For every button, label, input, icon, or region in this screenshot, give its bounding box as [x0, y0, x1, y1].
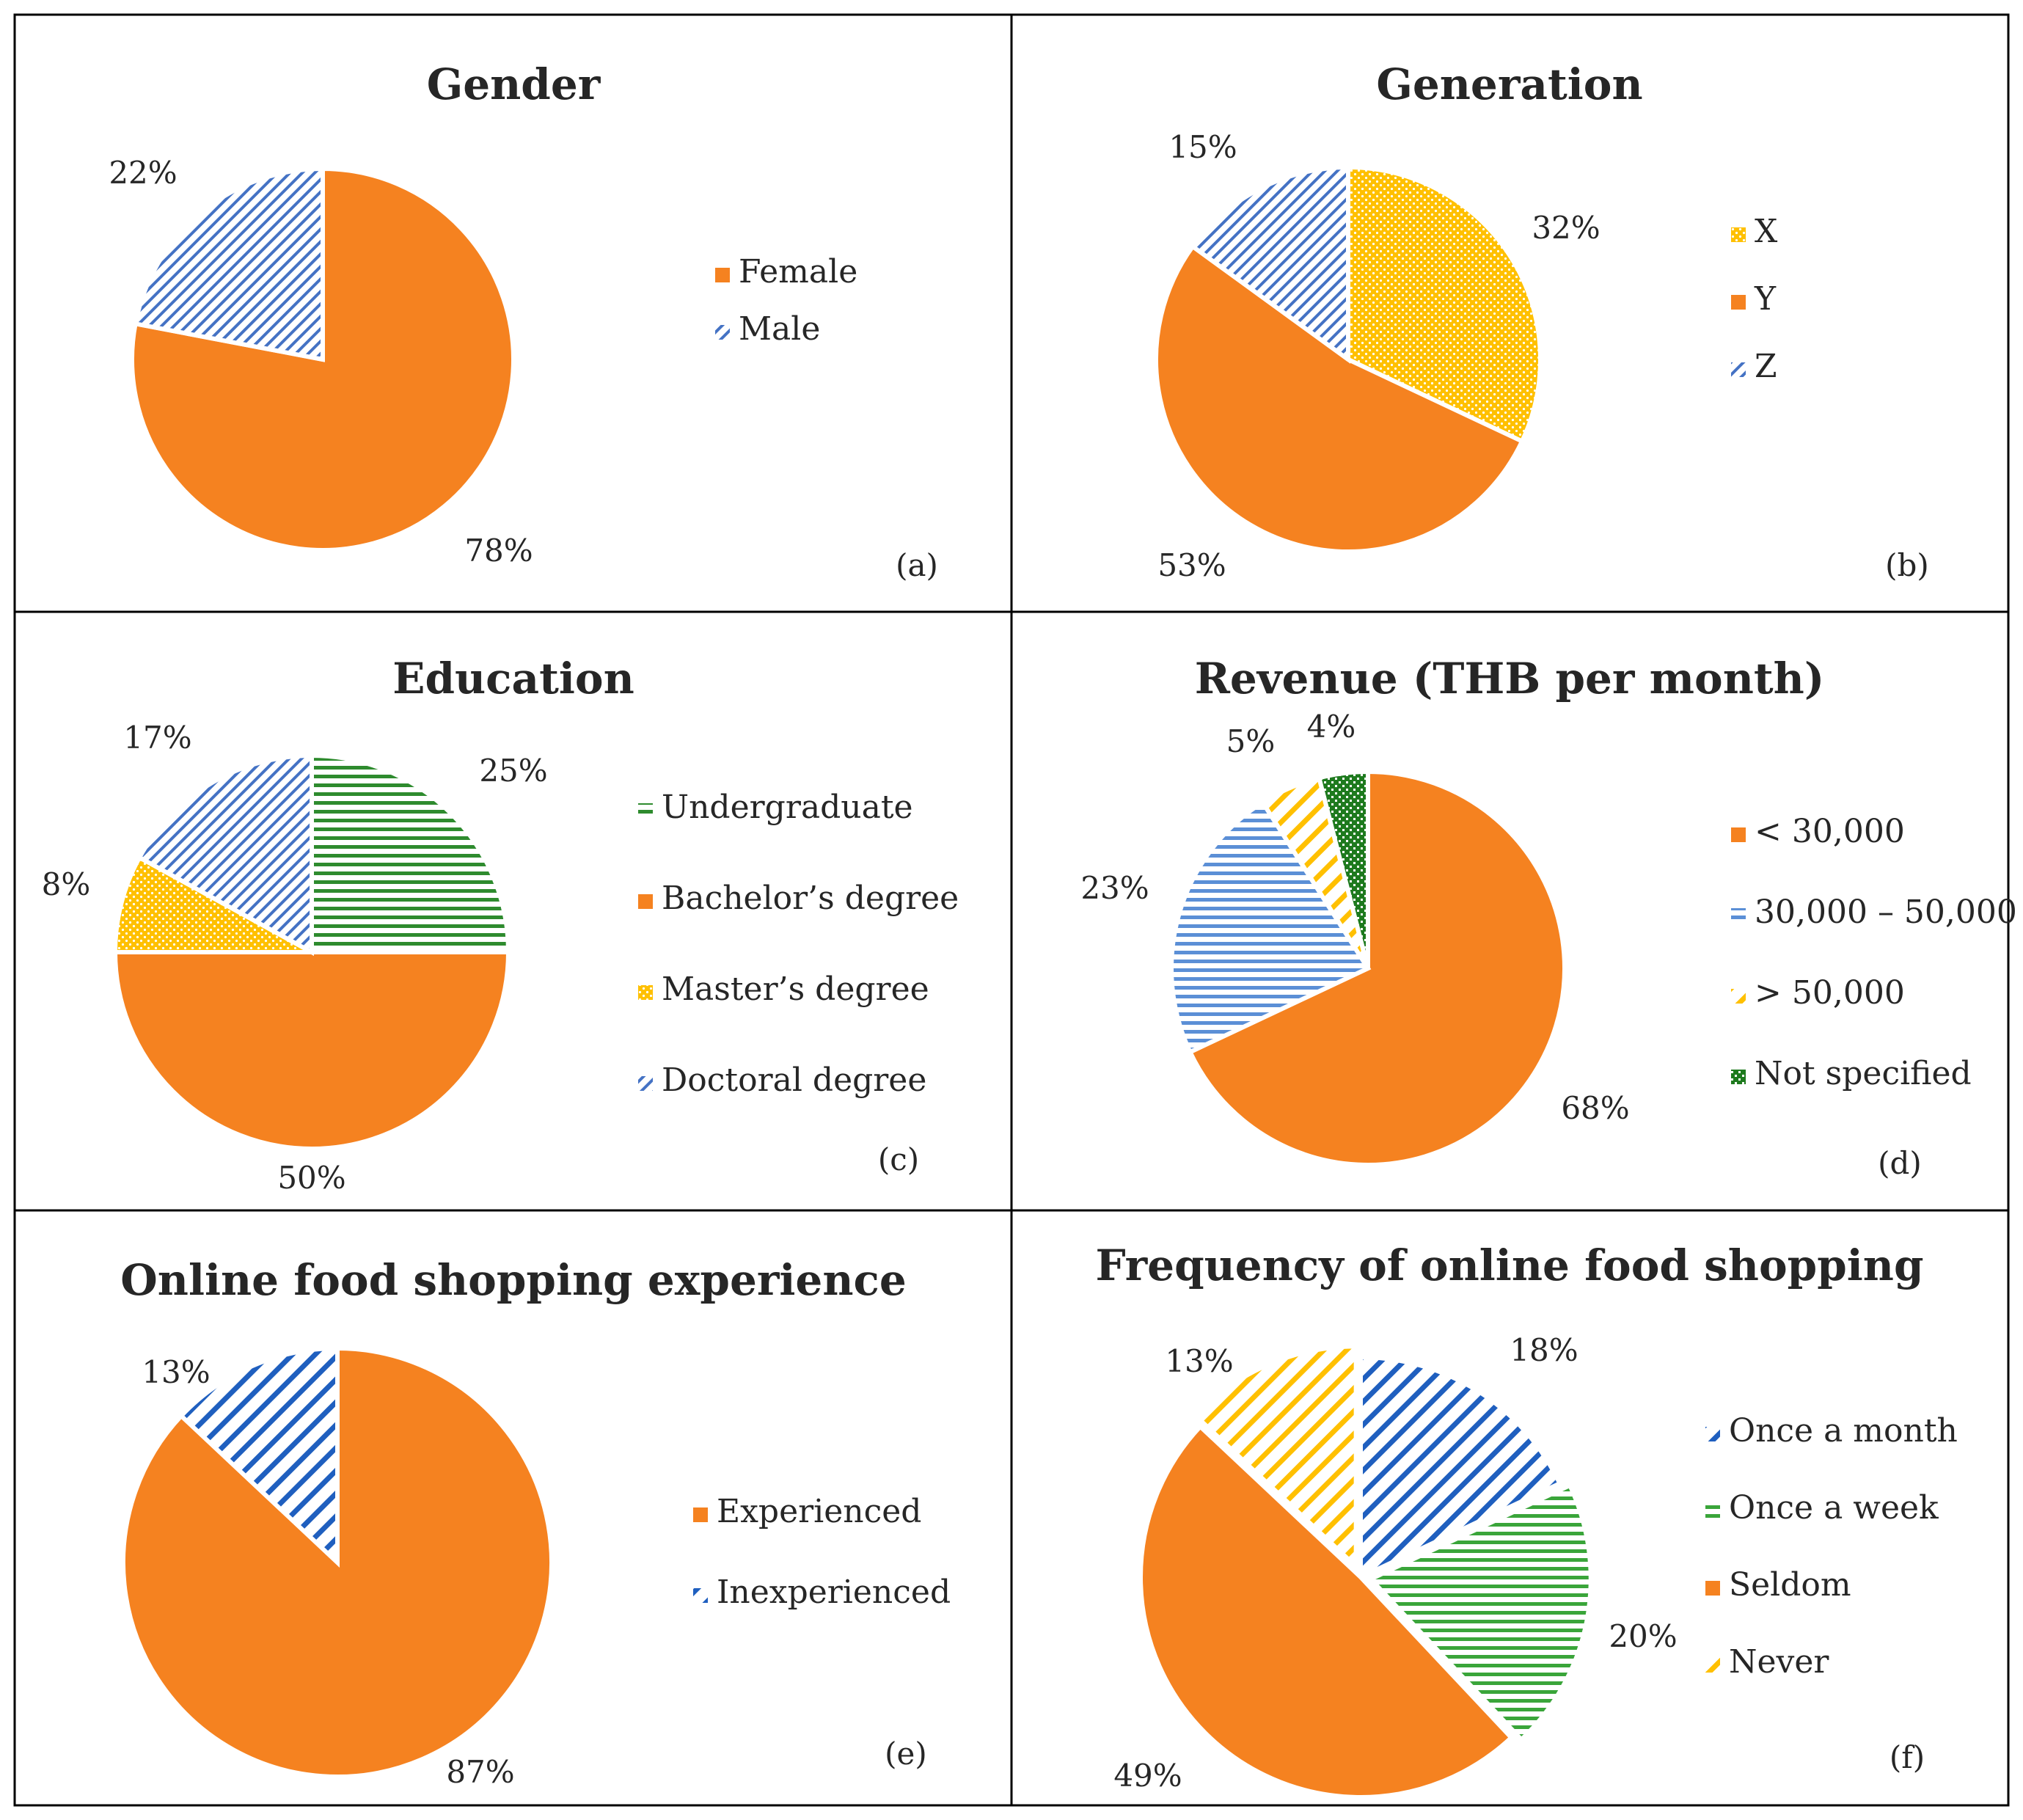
slice-percent-label: 78% — [464, 533, 533, 569]
slice-percent-label: 13% — [1165, 1343, 1233, 1379]
legend-entry: Inexperienced — [717, 1574, 951, 1611]
pie-slice — [1346, 164, 1543, 445]
legend-swatch — [715, 325, 730, 340]
panel-tag: (b) — [1885, 547, 1929, 583]
chart-title: Frequency of online food shopping — [1095, 1240, 1923, 1290]
panel-tag: (c) — [878, 1141, 919, 1177]
legend-swatch — [638, 1076, 653, 1091]
pie-slice — [112, 950, 511, 1151]
slice-percent-label: 23% — [1080, 870, 1149, 906]
legend-entry: Male — [739, 310, 820, 348]
legend-swatch — [1705, 1658, 1720, 1673]
legend-swatch — [693, 1507, 708, 1522]
slice-percent-label: 50% — [277, 1160, 345, 1196]
pie-slice — [1316, 769, 1370, 969]
slice-percent-label: 32% — [1532, 210, 1600, 246]
slice-percent-label: 49% — [1113, 1758, 1182, 1794]
pie-slice — [1189, 164, 1350, 364]
pie-slice — [1187, 769, 1567, 1167]
legend-entry: Once a month — [1729, 1412, 1958, 1450]
slice-percent-label: 22% — [109, 155, 177, 191]
legend-entry: Once a week — [1729, 1489, 1939, 1527]
chart-title: Gender — [427, 59, 601, 109]
legend-swatch — [1705, 1581, 1720, 1596]
pie-slice — [1367, 1482, 1593, 1743]
legend-entry: Master’s degree — [662, 971, 929, 1008]
legend-swatch — [693, 1588, 708, 1603]
legend-swatch — [1731, 295, 1746, 310]
panel-tag: (e) — [885, 1736, 927, 1772]
slice-percent-label: 5% — [1226, 723, 1276, 759]
legend-entry: Bachelor’s degree — [662, 880, 959, 917]
slice-percent-label: 15% — [1168, 129, 1237, 165]
legend-entry: < 30,000 — [1755, 813, 1905, 850]
slice-percent-label: 20% — [1609, 1618, 1677, 1654]
legend-entry: Doctoral degree — [662, 1061, 926, 1099]
pie-slice — [1154, 243, 1526, 555]
slice-percent-label: 13% — [142, 1354, 210, 1390]
legend-entry: Seldom — [1729, 1566, 1851, 1604]
legend-entry: Y — [1754, 280, 1777, 318]
legend-entry: 30,000 – 50,000 — [1755, 893, 2017, 931]
pie-slice — [1192, 1344, 1358, 1572]
legend-swatch — [638, 894, 653, 909]
legend-entry: Experienced — [717, 1493, 921, 1530]
legend-entry: X — [1755, 213, 1778, 250]
pie-slice — [1138, 1423, 1515, 1799]
slice-percent-label: 25% — [479, 753, 547, 789]
slice-percent-label: 4% — [1307, 709, 1356, 745]
slice-percent-label: 17% — [123, 720, 191, 756]
legend-swatch — [1731, 362, 1746, 377]
slice-percent-label: 87% — [446, 1754, 514, 1790]
pie-slice — [133, 166, 325, 362]
legend-swatch — [1731, 227, 1746, 242]
pie-slice — [136, 753, 314, 957]
legend-swatch — [1731, 827, 1746, 842]
pie-chart-panel-4: Revenue (THB per month) (d) 68% < 30,000 23%… — [1080, 654, 2017, 1181]
chart-title: Revenue (THB per month) — [1195, 654, 1825, 703]
legend-entry: Undergraduate — [662, 789, 913, 826]
legend-entry: > 50,000 — [1755, 974, 1905, 1012]
legend-swatch — [1705, 1504, 1720, 1519]
slice-percent-label: 8% — [42, 866, 91, 902]
chart-title: Education — [392, 654, 634, 703]
pie-slice — [112, 854, 313, 954]
slice-percent-label: 18% — [1510, 1332, 1578, 1368]
pie-chart-panel-3: Education (c) 25% Undergraduate 50% Bachelor’… — [42, 654, 959, 1196]
pie-slice — [1358, 1354, 1563, 1581]
legend-swatch — [715, 268, 730, 282]
panel-tag: (a) — [896, 547, 938, 583]
pie-chart-panel-6: Frequency of online food shopping (f) 18% O… — [1095, 1240, 1958, 1799]
legend-entry: Female — [739, 253, 857, 290]
chart-title: Generation — [1376, 59, 1642, 109]
legend-entry: Not specified — [1755, 1055, 1972, 1092]
chart-title: Online food shopping experience — [120, 1255, 906, 1305]
panel-tag: (d) — [1878, 1145, 1922, 1181]
legend-swatch — [1731, 1070, 1746, 1084]
slice-percent-label: 53% — [1157, 547, 1226, 583]
legend-swatch — [638, 803, 653, 818]
slice-percent-label: 68% — [1561, 1090, 1629, 1126]
legend-swatch — [638, 985, 653, 1000]
pie-slice — [310, 753, 511, 954]
legend-swatch — [1731, 908, 1746, 923]
legend-swatch — [1705, 1427, 1720, 1441]
legend-swatch — [1731, 989, 1746, 1004]
pie-slice — [178, 1345, 340, 1568]
pie-chart-panel-5: Online food shopping experience (e) 87% Exp… — [120, 1255, 951, 1790]
panel-tag: (f) — [1890, 1739, 1925, 1775]
pie-slice — [1169, 799, 1372, 1056]
legend-entry: Z — [1755, 348, 1777, 385]
pie-chart-panel-2: Generation (b) 32% X 53% Y 15% Z — [1154, 59, 1929, 583]
legend-entry: Never — [1729, 1643, 1829, 1681]
pie-chart-panel-1: Gender (a) 78% Female 22% Male — [109, 59, 938, 583]
